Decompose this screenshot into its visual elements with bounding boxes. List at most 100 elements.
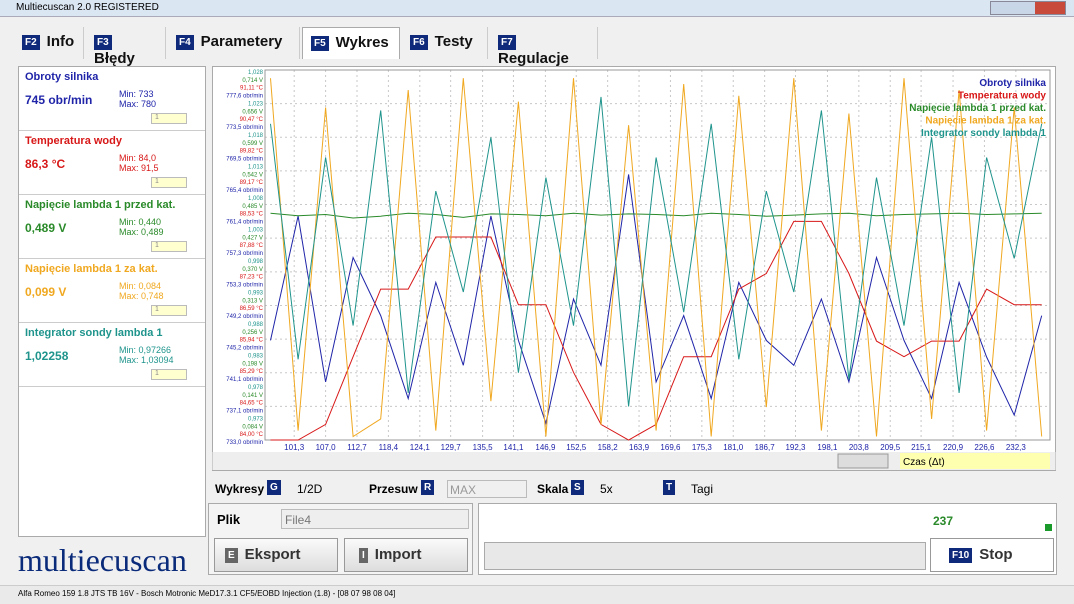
tab[interactable]: F6 Testy	[402, 27, 488, 59]
hotkey: I	[359, 547, 368, 563]
x-tick-label: 107,0	[316, 443, 337, 452]
parameter-value: 745 obr/min	[25, 93, 93, 107]
y-tick-label: 88,53 °C	[240, 212, 264, 218]
x-tick-label: 101,3	[284, 443, 305, 452]
y-tick-label: 0,485 V	[242, 204, 263, 210]
y-tick-label: 0,313 V	[242, 298, 263, 304]
hotkey: F4	[176, 34, 194, 50]
title-bar: Multiecuscan 2.0 REGISTERED	[0, 0, 1074, 17]
scale-select[interactable]: 1	[151, 113, 187, 124]
tab-label: Regulacje	[498, 50, 569, 67]
tab[interactable]: F7Regulacje	[490, 27, 598, 67]
label: Eksport	[244, 546, 301, 563]
x-tick-label: 141,1	[503, 443, 524, 452]
parameter-max: Max: 91,5	[119, 163, 159, 173]
y-tick-label: 773,5 obr/min	[226, 125, 263, 131]
file-select[interactable]: File4	[281, 509, 469, 529]
y-tick-label: 749,2 obr/min	[226, 314, 263, 320]
legend-entry: Temperatura wody	[958, 91, 1047, 102]
tab[interactable]: F4 Parametery	[168, 27, 300, 59]
y-tick-label: 1,023	[248, 101, 264, 107]
y-tick-label: 0,998	[248, 259, 264, 265]
tab-label: Wykres	[335, 34, 389, 51]
parameter-name: Napięcie lambda 1 za kat.	[25, 263, 158, 275]
label: Import	[374, 546, 422, 563]
hotkey: F7	[498, 34, 516, 50]
y-tick-label: 733,0 obr/min	[226, 440, 263, 446]
y-tick-label: 0,656 V	[242, 109, 263, 115]
parameter-name: Temperatura wody	[25, 135, 122, 147]
y-tick-label: 0,084 V	[242, 424, 263, 430]
status-led	[1045, 524, 1052, 531]
y-tick-label: 0,198 V	[242, 361, 263, 367]
x-tick-label: 112,7	[347, 443, 367, 452]
scroll-thumb[interactable]	[837, 453, 889, 469]
hotkey: F3	[94, 34, 112, 50]
parameter-min: Min: 733	[119, 89, 154, 99]
x-tick-label: 181,0	[723, 443, 744, 452]
x-tick-label: 198,1	[817, 443, 838, 452]
stop-button[interactable]: F10 Stop	[930, 538, 1054, 572]
hotkey: S	[571, 480, 584, 495]
select[interactable]: 5x	[600, 482, 613, 496]
parameter-card: Napięcie lambda 1 przed kat. 0,489 V Min: …	[19, 195, 205, 259]
y-tick-label: 1,013	[248, 164, 264, 170]
y-tick-label: 1,008	[248, 196, 264, 202]
status-text: Alfa Romeo 159 1.8 JTS TB 16V - Bosch Mo…	[18, 589, 396, 598]
window-controls[interactable]	[990, 1, 1066, 15]
y-tick-label: 777,6 obr/min	[226, 94, 263, 100]
select[interactable]: MAX	[447, 480, 527, 498]
y-tick-label: 87,88 °C	[240, 243, 264, 249]
parameter-card: Temperatura wody 86,3 °C Min: 84,0 Max: 91,…	[19, 131, 205, 195]
select[interactable]: 1/2D	[297, 482, 323, 496]
y-tick-label: 0,993	[248, 290, 264, 296]
hotkey: G	[267, 480, 281, 495]
x-tick-label: 209,5	[880, 443, 901, 452]
y-tick-label: 84,65 °C	[240, 401, 264, 407]
scale-select[interactable]: 1	[151, 177, 187, 188]
y-tick-label: 90,47 °C	[240, 117, 264, 123]
tab[interactable]: F2 Info	[14, 27, 84, 59]
parameter-max: Max: 1,03094	[119, 355, 174, 365]
y-tick-label: 91,11 °C	[240, 86, 264, 92]
hotkey: F6	[410, 34, 428, 50]
y-tick-label: 0,983	[248, 353, 264, 359]
toggle[interactable]: Tagi	[691, 482, 714, 496]
parameter-card: Obroty silnika 745 obr/min Min: 733 Max: 78…	[19, 67, 205, 131]
parameter-card: Integrator sondy lambda 1 1,02258 Min: 0,9…	[19, 323, 205, 387]
y-tick-label: 761,4 obr/min	[226, 220, 263, 226]
x-tick-label: 135,5	[473, 443, 494, 452]
parameter-value: 0,099 V	[25, 285, 67, 299]
file-panel: Plik File4 E Eksport I Import	[208, 503, 473, 575]
x-tick-label: 203,8	[849, 443, 870, 452]
label: Przesuw	[369, 482, 418, 496]
x-tick-label: 220,9	[943, 443, 964, 452]
tab[interactable]: F3Błędy	[86, 27, 166, 67]
y-tick-label: 85,29 °C	[240, 369, 264, 375]
x-tick-label: 163,9	[629, 443, 650, 452]
parameter-value: 1,02258	[25, 349, 69, 363]
scale-select[interactable]: 1	[151, 305, 187, 316]
export-button[interactable]: E Eksport	[214, 538, 338, 572]
hotkey: F10	[949, 547, 973, 563]
x-tick-label: 192,3	[785, 443, 806, 452]
y-tick-label: 0,714 V	[242, 78, 263, 84]
parameter-min: Min: 0,084	[119, 281, 162, 291]
scale-select[interactable]: 1	[151, 241, 187, 252]
x-tick-label: 118,4	[379, 443, 399, 452]
y-tick-label: 89,82 °C	[240, 149, 264, 155]
import-button[interactable]: I Import	[344, 538, 468, 572]
x-axis-select[interactable]	[900, 453, 1050, 469]
hotkey: R	[421, 480, 435, 495]
tab[interactable]: F5 Wykres	[302, 27, 400, 59]
x-tick-label: 129,7	[441, 443, 462, 452]
progress-bar	[484, 542, 926, 570]
y-tick-label: 89,17 °C	[240, 180, 264, 186]
label: Skala	[537, 482, 569, 496]
legend-entry: Napięcie lambda 1 za kat.	[925, 116, 1046, 127]
hotkey: T	[663, 480, 676, 495]
x-tick-label: 152,5	[566, 443, 587, 452]
y-tick-label: 1,028	[248, 70, 264, 76]
scale-select[interactable]: 1	[151, 369, 187, 380]
y-tick-label: 0,141 V	[242, 393, 263, 399]
